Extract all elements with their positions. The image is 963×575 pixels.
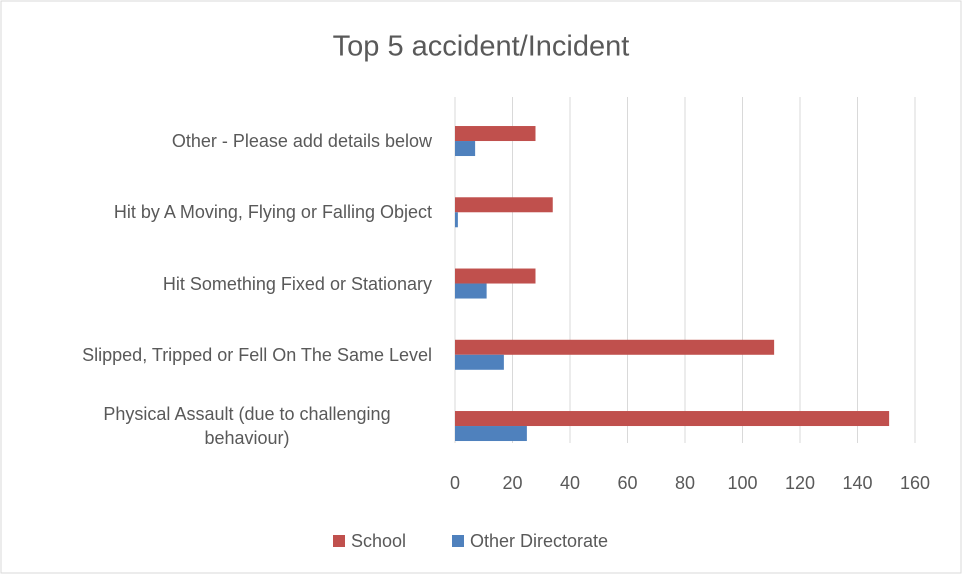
- y-tick-label: Other - Please add details below: [171, 131, 432, 152]
- bar: [455, 426, 527, 442]
- x-tick-label: 40: [560, 473, 580, 493]
- legend-swatch: [333, 535, 345, 547]
- bar: [455, 354, 504, 370]
- x-tick-label: 0: [450, 473, 460, 493]
- bar: [455, 126, 536, 142]
- y-tick-label: Physical Assault (due to challenging beh…: [103, 404, 391, 449]
- legend-label: School: [351, 531, 406, 551]
- x-tick-label: 140: [842, 473, 872, 493]
- bar: [455, 197, 553, 213]
- y-tick-label: Hit by A Moving, Flying or Falling Objec…: [113, 202, 432, 223]
- y-tick-label: Hit Something Fixed or Stationary: [162, 273, 432, 294]
- y-tick-label: Slipped, Tripped or Fell On The Same Lev…: [82, 344, 432, 365]
- bar: [455, 212, 458, 228]
- chart-title: Top 5 accident/Incident: [333, 31, 630, 63]
- legend-label: Other Directorate: [470, 531, 608, 551]
- bar: [455, 411, 890, 427]
- x-tick-label: 20: [502, 473, 522, 493]
- x-tick-label: 60: [617, 473, 637, 493]
- x-tick-label: 100: [727, 473, 757, 493]
- x-tick-label: 120: [785, 473, 815, 493]
- x-tick-label: 80: [675, 473, 695, 493]
- bar: [455, 283, 487, 299]
- x-tick-label: 160: [900, 473, 930, 493]
- bar: [455, 268, 536, 284]
- legend-swatch: [452, 535, 464, 547]
- bar: [455, 339, 775, 355]
- bar: [455, 141, 476, 157]
